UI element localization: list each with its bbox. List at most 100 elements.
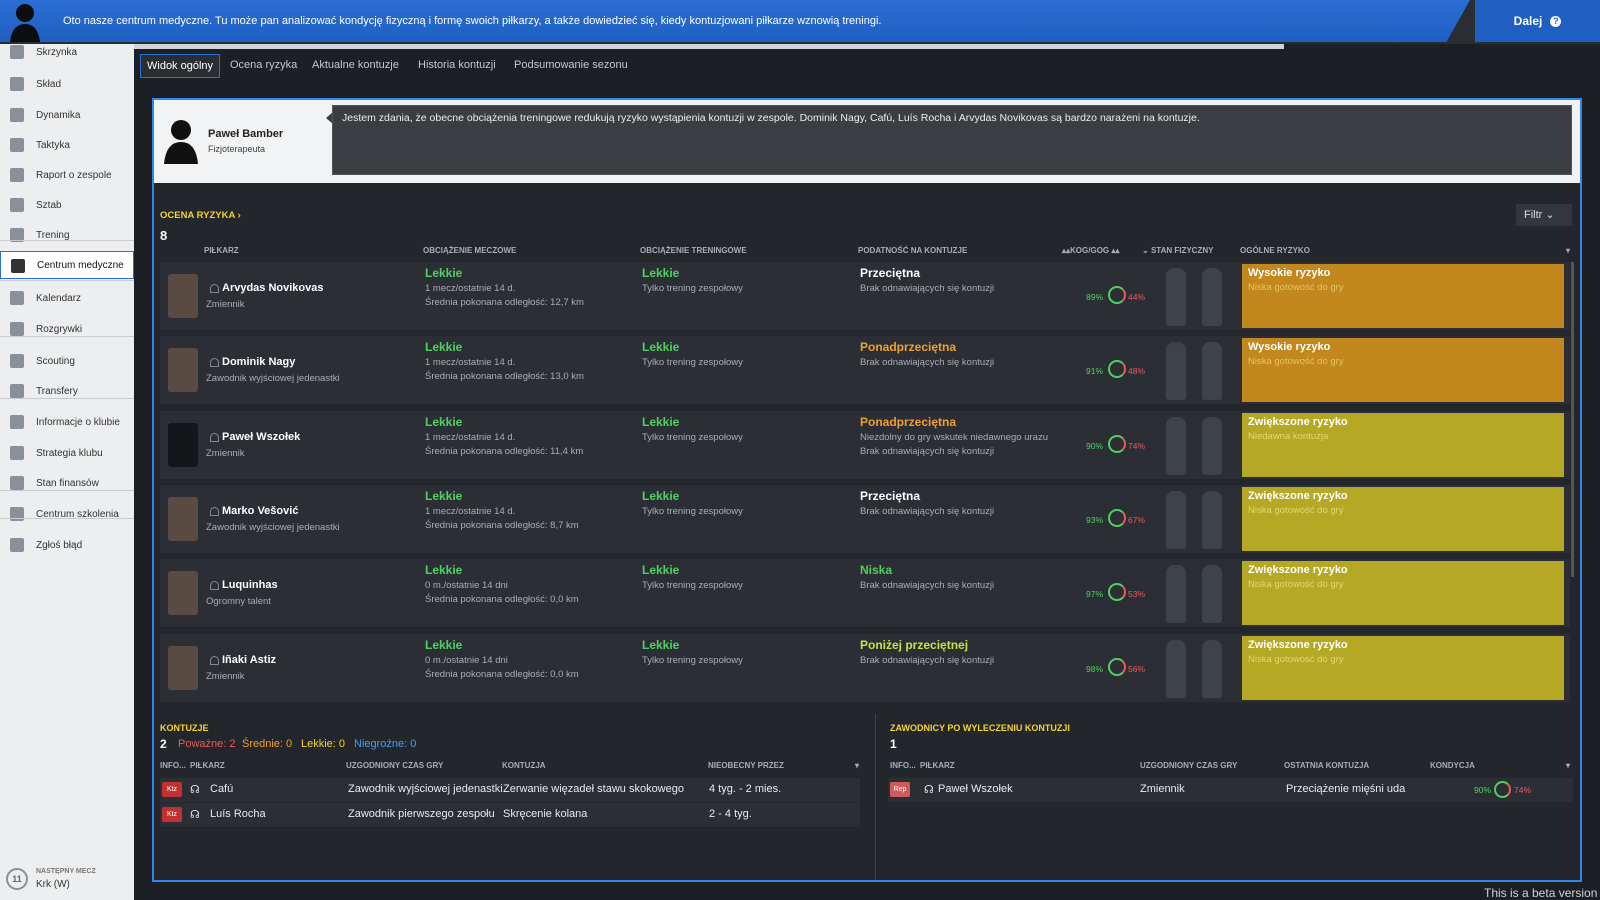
body-front-icon[interactable] [1166,490,1186,549]
next-match[interactable]: 11 NASTĘPNY MECZ Krk (W) [0,862,134,900]
column-menu-icon[interactable]: ▾ [1566,761,1571,770]
overall-risk-cell[interactable] [1242,561,1564,626]
inj-col-absent[interactable]: NIEOBECNY PRZEZ [708,761,784,770]
body-front-icon[interactable] [1166,268,1186,326]
body-front-icon[interactable] [1166,342,1186,401]
body-back-icon[interactable] [1202,565,1222,624]
player-name[interactable]: Luís Rocha [210,808,266,820]
rec-col-condition[interactable]: KONDYCJA [1430,761,1475,770]
sidebar-item-dynamika[interactable]: Dynamika [0,101,134,129]
risk-row[interactable]: Arvydas Novikovas Zmiennik Lekkie 1 mecz/os… [160,262,1570,330]
body-front-icon[interactable] [1166,639,1186,698]
col-kog[interactable]: ▴▴KOG/GOG ▴▴ [1062,246,1119,255]
tab-season-summary[interactable]: Podsumowanie sezonu [514,59,628,71]
sidebar-item-scouting[interactable]: Scouting [0,347,134,375]
sidebar-item-rozgrywki[interactable]: Rozgrywki [0,315,134,343]
sidebar-item-trening[interactable]: Trening [0,221,134,249]
overall-risk-cell[interactable] [1242,264,1564,328]
scrollbar[interactable] [1571,262,1574,577]
sidebar-item-transfery[interactable]: Transfery [0,377,134,405]
col-match-load[interactable]: OBCIĄŻENIE MECZOWE [423,246,517,255]
table-row[interactable]: Rep ☊ Paweł Wszołek Zmiennik Przeciążenie mi… [888,778,1573,802]
body-back-icon[interactable] [1202,342,1222,401]
risk-row[interactable]: Dominik Nagy Zawodnik wyjściowej jedenast… [160,336,1570,405]
inbox-icon [10,45,24,59]
sidebar-item-stan-finansów[interactable]: Stan finansów [0,469,134,497]
risk-row[interactable]: Marko Vešović Zawodnik wyjściowej jedenas… [160,484,1570,553]
gog-value: 74% [1128,440,1146,451]
overall-risk-cell[interactable] [1242,486,1564,551]
player-name[interactable]: Paweł Wszołek [938,783,1013,795]
player-name[interactable]: Iñaki Astiz [222,653,276,666]
overall-risk-cell[interactable] [1242,412,1564,477]
table-row[interactable]: Ktz ☊ Luís Rocha Zawodnik pierwszego zespoł… [160,803,860,827]
tab-current-injuries[interactable]: Aktualne kontuzje [312,59,399,71]
body-back-icon[interactable] [1202,268,1222,326]
sidebar-item-centrum-szkolenia[interactable]: Centrum szkolenia [0,500,134,528]
player-position: Zawodnik wyjściowej jedenastki [206,521,340,533]
player-photo[interactable] [168,571,198,616]
risk-row[interactable]: Luquinhas Ogromny talent Lekkie 0 m./ostatn… [160,559,1570,628]
tab-risk-assessment[interactable]: Ocena ryzyka [230,59,298,71]
inj-col-info[interactable]: INFO... [160,761,186,770]
player-photo[interactable] [168,274,198,318]
player-name[interactable]: Marko Vešović [222,504,299,517]
risk-row[interactable]: Paweł Wszołek Zmiennik Lekkie 1 mecz/ostatn… [160,410,1570,479]
sidebar-item-kalendarz[interactable]: Kalendarz [0,284,134,312]
table-row[interactable]: Ktz ☊ Cafú Zawodnik wyjściowej jedenastki Ze… [160,778,860,802]
assistant-avatar-icon [10,4,40,42]
risk-row[interactable]: Iñaki Astiz Zmiennik Lekkie 0 m./ostatnie 1… [160,633,1570,702]
body-back-icon[interactable] [1202,639,1222,698]
rec-col-last-injury[interactable]: OSTATNIA KONTUZJA [1284,761,1370,770]
sidebar-item-centrum-medyczne[interactable]: Centrum medyczne [0,251,134,279]
player-photo[interactable] [168,496,198,541]
overall-risk-cell[interactable] [1242,635,1564,700]
player-photo[interactable] [168,645,198,690]
headset-icon [210,284,219,293]
matches-played: 1 mecz/ostatnie 14 d. [425,283,516,294]
rec-col-info[interactable]: INFO... [890,761,916,770]
condition-ring-icon [1494,781,1511,798]
next-button[interactable]: Dalej? [1475,0,1600,42]
body-front-icon[interactable] [1166,565,1186,624]
overall-risk-cell[interactable] [1242,338,1564,403]
inj-col-playing-time[interactable]: UZGODNIONY CZAS GRY [346,761,444,770]
player-name[interactable]: Luquinhas [222,579,278,592]
filter-button[interactable]: Filtr ⌄ [1516,204,1572,226]
col-training-load[interactable]: OBCIĄŻENIE TRENINGOWE [640,246,747,255]
rec-col-player[interactable]: PIŁKARZ [920,761,955,770]
risk-section-title[interactable]: OCENA RYZYKA › [160,210,241,221]
rec-col-playing-time[interactable]: UZGODNIONY CZAS GRY [1140,761,1238,770]
physio-name[interactable]: Paweł Bamber [208,128,284,140]
inj-col-player[interactable]: PIŁKARZ [190,761,225,770]
sidebar-item-raport-o-zespole[interactable]: Raport o zespole [0,161,134,189]
player-name[interactable]: Paweł Wszołek [222,430,301,443]
column-menu-icon[interactable]: ▾ [855,761,860,770]
inj-col-injury[interactable]: KONTUZJA [502,761,546,770]
col-susceptibility[interactable]: PODATNOŚĆ NA KONTUZJE [858,246,968,255]
col-overall-risk[interactable]: OGÓLNE RYZYKO [1240,246,1310,255]
body-front-icon[interactable] [1166,416,1186,475]
tab-overview[interactable]: Widok ogólny [140,54,221,78]
sidebar-item-zgłoś-błąd[interactable]: Zgłoś błąd [0,531,134,559]
injuries-title[interactable]: KONTUZJE [160,723,209,733]
player-photo[interactable] [168,422,198,467]
player-name[interactable]: Arvydas Novikovas [222,282,324,294]
col-condition[interactable]: ⌄ STAN FIZYCZNY [1142,246,1213,255]
sidebar-item-taktyka[interactable]: Taktyka [0,131,134,159]
column-menu-icon[interactable]: ▾ [1566,246,1571,255]
recovered-title[interactable]: ZAWODNICY PO WYLECZENIU KONTUZJI [890,723,1070,733]
sidebar-item-skład[interactable]: Skład [0,70,134,98]
sidebar-item-sztab[interactable]: Sztab [0,191,134,219]
sidebar-item-label: Centrum szkolenia [36,508,119,520]
sidebar-item-strategia-klubu[interactable]: Strategia klubu [0,439,134,467]
player-name[interactable]: Dominik Nagy [222,356,296,369]
col-player[interactable]: PIŁKARZ [204,246,239,255]
player-photo[interactable] [168,348,198,393]
player-name[interactable]: Cafú [210,783,234,795]
tab-injury-history[interactable]: Historia kontuzji [418,59,496,71]
body-back-icon[interactable] [1202,490,1222,549]
body-back-icon[interactable] [1202,416,1222,475]
sidebar-item-informacje-o-klubie[interactable]: Informacje o klubie [0,408,134,436]
sidebar-item-skrzynka[interactable]: Skrzynka [0,38,134,66]
